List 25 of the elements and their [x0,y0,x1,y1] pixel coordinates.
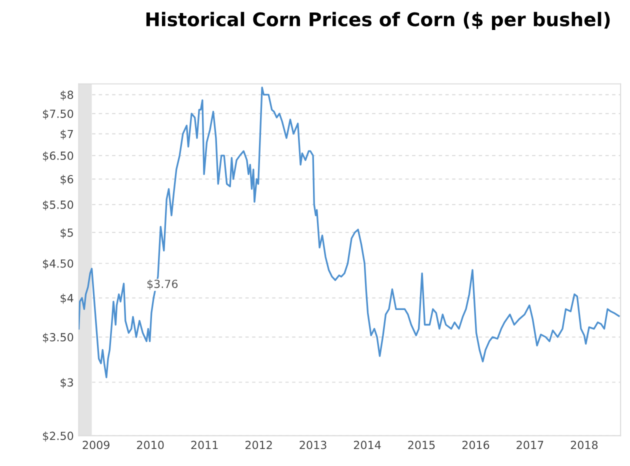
x-tick-label: 2012 [245,440,272,450]
y-tick-label: $2.50 [43,431,74,442]
x-tick-label: 2011 [191,440,218,450]
annotation: $3.76 [147,280,178,290]
x-tick-label: 2015 [408,440,435,450]
x-tick-label: 2018 [570,440,598,450]
y-tick-label: $5 [60,228,73,238]
y-tick-label: $6 [60,174,74,185]
y-tick-label: $3 [60,378,73,388]
x-tick-label: 2013 [300,440,326,450]
line-series [78,86,620,378]
y-tick-label: $3.50 [43,332,74,343]
y-tick-label: $4 [60,294,74,304]
y-tick-label: $7 [60,130,73,140]
y-tick-label: $5.50 [43,200,74,210]
x-tick-label: 2016 [462,440,490,450]
x-tick-label: 2010 [137,440,164,450]
x-tick-label: 2009 [82,440,110,450]
y-tick-label: $6.50 [43,151,74,162]
chart-title: Historical Corn Prices of Corn ($ per bushel) [146,12,610,30]
x-tick-label: 2014 [354,440,381,450]
y-tick-label: $8 [60,90,74,101]
y-tick-label: $7.50 [43,109,74,120]
x-tick-label: 2017 [516,440,544,450]
y-tick-label: $4.50 [43,259,74,270]
